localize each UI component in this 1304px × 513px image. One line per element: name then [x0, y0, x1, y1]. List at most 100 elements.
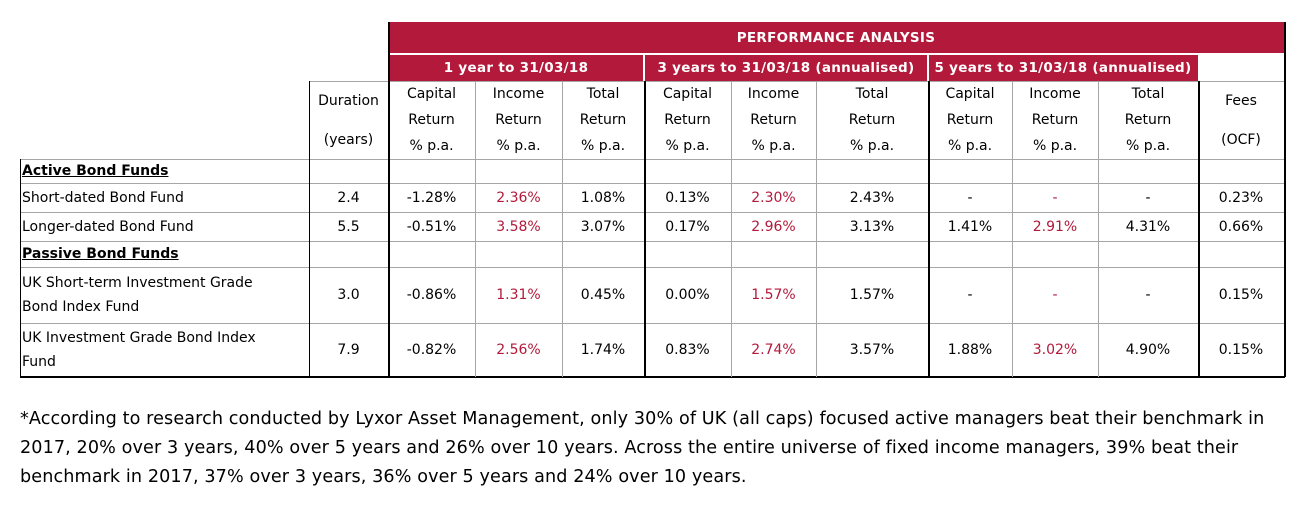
band-divider	[927, 55, 929, 81]
capital-header-line: % p.a.	[947, 138, 993, 154]
total-header: Total Return % p.a.	[816, 81, 928, 159]
income-value: 1.31%	[496, 287, 541, 303]
total-header-line: Return	[848, 112, 896, 128]
fund-name-line: Longer-dated Bond Fund	[22, 218, 194, 235]
total-value: 4.90%	[1125, 342, 1171, 358]
capital-value: 0.83%	[665, 342, 710, 358]
fund-name: UK Short-term Investment Grade Bond Index…	[20, 267, 309, 323]
income-value: 2.56%	[496, 342, 541, 358]
total-value: 0.45%	[580, 287, 626, 303]
capital-value: 1.41%	[947, 218, 993, 235]
capital-value: 0.00%	[665, 287, 710, 303]
income-value: 1.57%	[751, 287, 796, 303]
capital-value: -0.82%	[406, 342, 457, 358]
total-value: 3.57%	[849, 342, 895, 358]
grid-line	[309, 81, 1284, 82]
fees-header-line: Fees	[1225, 92, 1257, 109]
income-value: -	[1052, 287, 1058, 303]
capital-value: -	[967, 287, 973, 303]
income-value: 2.91%	[1032, 218, 1078, 235]
grid-line	[20, 241, 1284, 242]
grid-line	[928, 81, 930, 377]
income-header: Income Return % p.a.	[1012, 81, 1098, 159]
capital-header-line: Return	[408, 112, 455, 128]
grid-line	[388, 22, 390, 377]
grid-line	[644, 81, 646, 377]
grid-line	[1098, 81, 1099, 377]
total-value: -	[1145, 287, 1151, 303]
fund-name: UK Investment Grade Bond Index Fund	[20, 323, 309, 377]
total-value: 3.13%	[849, 218, 895, 235]
grid-line	[20, 376, 1285, 378]
total-header: Total Return % p.a.	[562, 81, 644, 159]
capital-header-line: Capital	[945, 86, 995, 102]
period-header: 1 year to 31/03/18	[388, 55, 644, 81]
grid-line	[816, 81, 817, 377]
total-header-line: % p.a.	[1125, 138, 1171, 154]
fund-name-line: UK Investment Grade Bond Index	[22, 330, 256, 346]
capital-header-line: Capital	[406, 86, 457, 102]
section-passive: Passive Bond Funds	[22, 246, 179, 262]
capital-value: 0.13%	[665, 189, 710, 206]
fees-header-line: (OCF)	[1221, 131, 1261, 148]
period-header: 5 years to 31/03/18 (annualised)	[928, 55, 1198, 81]
capital-value: 1.88%	[947, 342, 993, 358]
grid-line	[731, 81, 732, 377]
capital-header-line: Capital	[662, 86, 713, 102]
fund-name-line: Bond Index Fund	[22, 299, 140, 315]
fees-header: Fees (OCF)	[1198, 81, 1284, 159]
income-header-line: Return	[750, 112, 797, 128]
income-value: 3.58%	[496, 218, 541, 235]
fund-name: Longer-dated Bond Fund	[20, 212, 309, 241]
fund-name-line: UK Short-term Investment Grade	[22, 275, 253, 291]
total-value: 2.43%	[849, 189, 895, 206]
grid-line	[475, 81, 476, 377]
income-header-line: Income	[747, 86, 800, 102]
capital-header-line: % p.a.	[665, 138, 710, 154]
capital-value: 0.17%	[665, 218, 710, 235]
fund-name: Short-dated Bond Fund	[20, 183, 309, 212]
grid-line	[20, 323, 1284, 324]
total-header-line: % p.a.	[580, 138, 626, 154]
duration-value: 2.4	[337, 189, 360, 206]
income-header-line: Return	[1031, 112, 1079, 128]
grid-line	[562, 81, 563, 377]
section-active: Active Bond Funds	[22, 163, 169, 179]
grid-line	[20, 212, 1284, 213]
header-title: PERFORMANCE ANALYSIS	[388, 22, 1284, 53]
fees-value: 0.66%	[1218, 218, 1264, 235]
total-value: 1.74%	[580, 342, 626, 358]
duration-header: Duration (years)	[309, 81, 388, 159]
capital-header-line: % p.a.	[409, 138, 454, 154]
grid-line	[20, 159, 309, 160]
total-value: -	[1145, 189, 1151, 206]
capital-header: Capital Return % p.a.	[644, 81, 731, 159]
income-value: 2.36%	[496, 189, 541, 206]
grid-line	[1012, 81, 1013, 377]
fund-name-line: Short-dated Bond Fund	[22, 189, 184, 206]
capital-header-line: Return	[946, 112, 994, 128]
grid-line	[309, 159, 1284, 160]
total-header-line: Total	[586, 86, 620, 102]
capital-value: -1.28%	[406, 189, 457, 206]
grid-line	[20, 267, 1284, 268]
total-header-line: Total	[1131, 86, 1165, 102]
income-header-line: Income	[492, 86, 545, 102]
grid-line	[309, 81, 310, 377]
total-value: 1.57%	[849, 287, 895, 303]
total-header: Total Return % p.a.	[1098, 81, 1198, 159]
capital-header-line: Return	[664, 112, 711, 128]
capital-header: Capital Return % p.a.	[928, 81, 1012, 159]
footnote: *According to research conducted by Lyxo…	[20, 409, 1265, 487]
total-header-line: Total	[855, 86, 889, 102]
income-header: Income Return % p.a.	[731, 81, 816, 159]
income-header-line: Return	[495, 112, 542, 128]
band-divider	[643, 55, 645, 81]
capital-value: -0.86%	[406, 287, 457, 303]
fees-value: 0.23%	[1218, 189, 1264, 206]
duration-value: 3.0	[337, 287, 360, 303]
total-header-line: % p.a.	[849, 138, 895, 154]
grid-line	[20, 183, 1284, 184]
duration-header-line: (years)	[323, 131, 374, 148]
income-value: -	[1052, 189, 1058, 206]
